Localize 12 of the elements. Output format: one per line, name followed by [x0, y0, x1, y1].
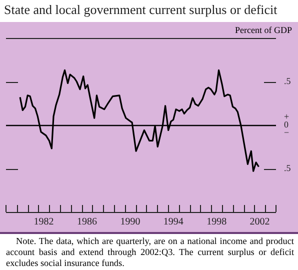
x-tick-label: 1982 [34, 216, 54, 228]
x-tick-label: 1986 [77, 216, 97, 228]
y-tick-label: + 0 − [284, 111, 290, 138]
chart-title: State and local government current surplus or deficit [4, 2, 278, 18]
y-tick-label: .5 [284, 162, 292, 173]
y-axis-title: Percent of GDP [235, 25, 292, 35]
x-tick-label: 2002 [250, 216, 270, 228]
x-tick-label: 1990 [120, 216, 140, 228]
x-tick-label: 1998 [206, 216, 227, 228]
text: Note. The data, which are quarterly, are on a national income and product account basis and extend through 2002:Q3. The current surplus or deficit excludes social insurance funds. [6, 236, 294, 269]
x-tick-label: 1994 [163, 216, 184, 228]
y-tick-label: .5 [284, 76, 292, 86]
